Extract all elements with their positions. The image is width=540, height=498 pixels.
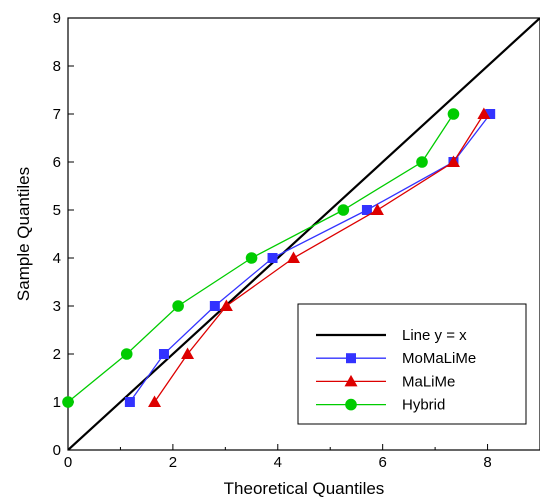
legend-label-momalime: MoMaLiMe — [402, 350, 476, 367]
legend-label-line-y-x: Line y = x — [402, 327, 467, 344]
data-point-hybrid — [337, 204, 350, 216]
data-point-hybrid — [62, 396, 74, 408]
data-point-malime — [219, 299, 233, 311]
data-point-malime — [148, 395, 162, 407]
data-point-hybrid — [416, 156, 428, 168]
x-tick-label: 0 — [64, 454, 72, 471]
y-axis-title: Sample Quantiles — [14, 167, 33, 301]
legend-marker-hybrid — [345, 398, 357, 411]
x-tick-label: 6 — [378, 454, 386, 471]
legend-label-hybrid: Hybrid — [402, 397, 445, 414]
legend-marker-malime — [344, 374, 358, 387]
y-tick-label: 7 — [53, 106, 61, 123]
x-axis-title: Theoretical Quantiles — [224, 479, 385, 498]
x-tick-label: 8 — [483, 454, 491, 471]
series-layer — [62, 107, 496, 408]
x-tick-label: 2 — [169, 454, 177, 471]
y-tick-label: 3 — [53, 298, 61, 315]
x-tick-label: 4 — [274, 454, 282, 471]
data-point-momalime — [124, 397, 135, 407]
data-point-malime — [287, 251, 301, 263]
y-tick-label: 0 — [53, 442, 61, 459]
legend: Line y = x MoMaLiMe MaLiMe Hybrid — [297, 303, 527, 425]
y-tick-label: 1 — [53, 394, 61, 411]
data-point-hybrid — [447, 108, 460, 120]
data-point-malime — [370, 203, 384, 215]
plot-frame — [67, 17, 540, 451]
data-point-momalime — [158, 349, 169, 359]
data-point-momalime — [267, 253, 278, 263]
y-tick-label: 5 — [53, 202, 61, 219]
legend-marker-momalime — [346, 353, 356, 364]
data-point-momalime — [485, 109, 496, 119]
data-point-hybrid — [120, 348, 133, 360]
y-tick-label: 8 — [53, 58, 61, 75]
y-tick-label: 4 — [53, 250, 61, 267]
data-point-malime — [181, 347, 195, 359]
y-tick-label: 6 — [53, 154, 61, 171]
data-point-momalime — [209, 301, 220, 311]
data-point-momalime — [361, 205, 372, 215]
data-point-hybrid — [172, 300, 184, 312]
y-tick-label: 2 — [53, 346, 61, 363]
data-point-malime — [446, 155, 460, 167]
data-point-malime — [477, 107, 491, 119]
y-tick-label: 9 — [53, 10, 61, 27]
legend-label-malime: MaLiMe — [402, 373, 455, 390]
axis-ticks: 0 2 4 6 8 0 1 2 3 4 5 6 7 8 9 — [53, 10, 492, 471]
data-point-hybrid — [245, 252, 258, 264]
